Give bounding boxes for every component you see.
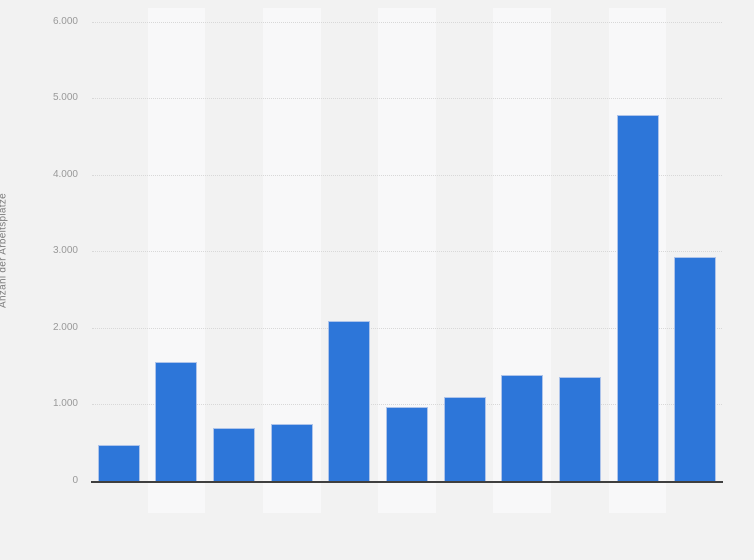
bar[interactable] bbox=[386, 407, 428, 481]
plot-area bbox=[90, 8, 724, 513]
bar[interactable] bbox=[270, 424, 313, 481]
gridline bbox=[92, 174, 722, 176]
gridline bbox=[92, 404, 722, 406]
bar[interactable] bbox=[213, 428, 256, 481]
y-axis-title: Anzahl der Arbeitsplätze bbox=[0, 192, 9, 309]
y-tick-label: 6.000 bbox=[52, 15, 78, 27]
y-tick-label: 5.000 bbox=[52, 92, 78, 104]
gridline bbox=[92, 21, 722, 23]
bar[interactable] bbox=[443, 397, 486, 481]
y-tick-label: 3.000 bbox=[52, 245, 78, 257]
gridline bbox=[92, 327, 722, 329]
bar[interactable] bbox=[616, 115, 659, 481]
y-tick-label: 0 bbox=[72, 475, 78, 486]
x-axis-line bbox=[91, 481, 723, 483]
y-tick-label: 2.000 bbox=[52, 321, 78, 333]
bar[interactable] bbox=[328, 321, 371, 481]
bar[interactable] bbox=[501, 375, 544, 481]
y-tick-label: 1.000 bbox=[52, 398, 78, 410]
bar[interactable] bbox=[558, 377, 601, 481]
gridline bbox=[92, 251, 722, 253]
bar[interactable] bbox=[674, 257, 717, 481]
bar[interactable] bbox=[155, 362, 198, 481]
gridline bbox=[92, 98, 722, 100]
bar[interactable] bbox=[97, 445, 140, 481]
y-tick-label: 4.000 bbox=[52, 168, 78, 180]
